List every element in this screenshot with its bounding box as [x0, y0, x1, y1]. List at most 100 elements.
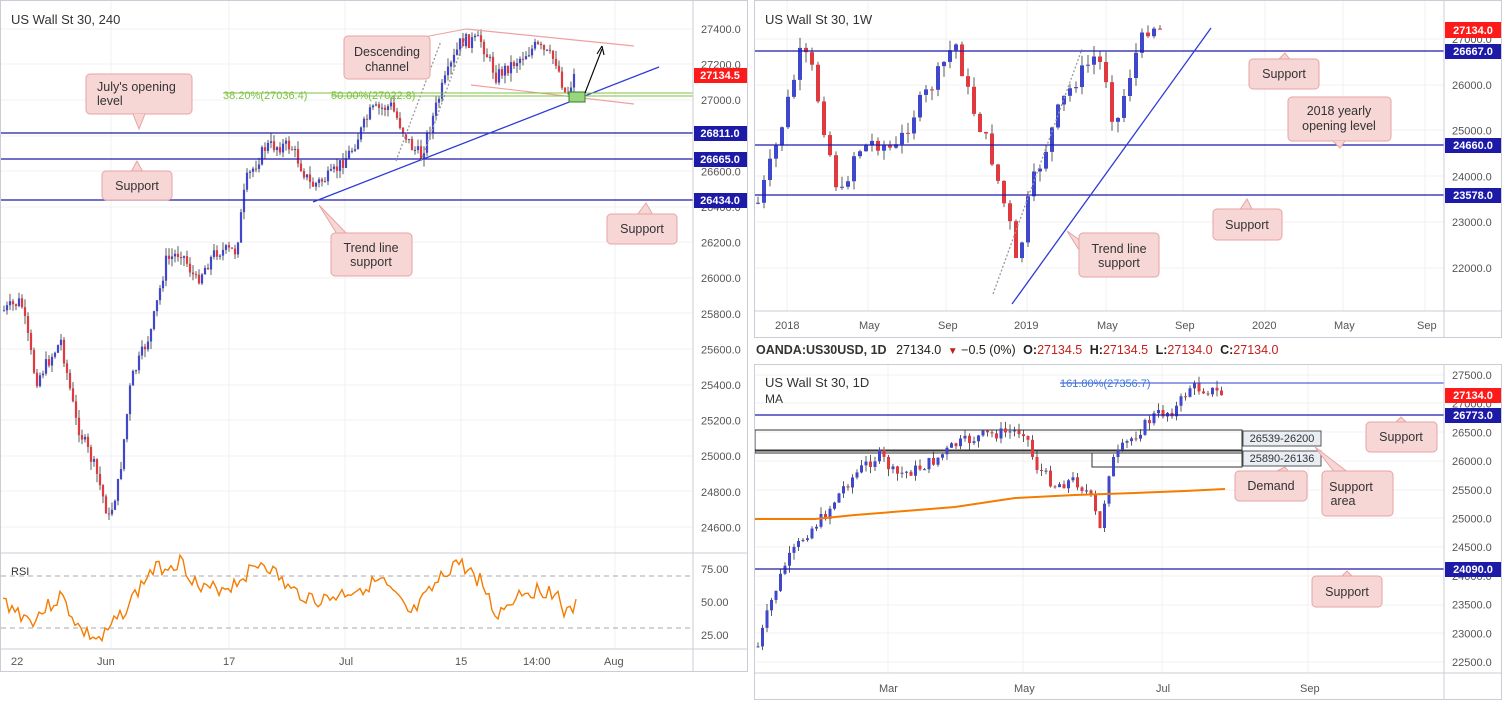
h4-candle: [455, 49, 459, 55]
weekly-candle: [1020, 242, 1024, 259]
h4-candle: [401, 127, 405, 134]
daily-candle: [1071, 477, 1075, 481]
daily-candle: [1085, 490, 1088, 492]
daily-candle: [887, 456, 890, 470]
weekly-trend-line[interactable]: [1011, 27, 1212, 305]
weekly-time-axis: 2018 May Sep 2019 May Sep 2020 May Sep: [775, 320, 1437, 332]
daily-candle: [900, 472, 904, 474]
svg-text:Support: Support: [1262, 67, 1306, 81]
daily-chart[interactable]: 161.80%(27356.7) 26539-26200 25890-26136…: [755, 365, 1501, 699]
down-triangle-icon: ▼: [947, 346, 958, 357]
weekly-candle: [972, 86, 976, 114]
daily-candle: [851, 477, 854, 488]
weekly-candle: [918, 94, 922, 118]
h4-channel-lower[interactable]: [470, 84, 635, 105]
h4-candle: [26, 316, 30, 334]
daily-candle: [1031, 439, 1034, 457]
daily-fib-161-label: 161.80%(27356.7): [1060, 378, 1151, 390]
h4-candle: [512, 62, 516, 67]
h4-candle: [71, 388, 75, 402]
weekly-candle: [1008, 203, 1012, 222]
h4-candle: [296, 148, 300, 164]
daily-current-price-badge: 27134.0: [1453, 390, 1493, 402]
svg-text:14:00: 14:00: [523, 656, 551, 668]
h4-chart-panel[interactable]: 38.20%(27036.4) 50.00%(27022.8) Descendi…: [0, 0, 748, 672]
h4-candle: [305, 174, 309, 178]
h4-price-tick: 24600.0: [701, 522, 741, 534]
h4-candle: [53, 352, 57, 357]
daily-candle: [837, 493, 841, 503]
h4-candle: [356, 139, 360, 150]
h4-candle: [245, 172, 249, 190]
daily-price-tick: 23500.0: [1452, 600, 1492, 612]
daily-candle: [1035, 456, 1039, 471]
h4-candle: [404, 133, 408, 140]
daily-candle: [1197, 383, 1201, 392]
h4-fib-382-label: 38.20%(27036.4): [223, 90, 307, 102]
high-value: 27134.5: [1102, 343, 1149, 357]
daily-candle: [779, 573, 782, 591]
daily-candle: [797, 541, 800, 547]
h4-candle: [134, 370, 138, 372]
daily-candle: [1004, 428, 1007, 433]
h4-candle: [464, 34, 468, 47]
svg-text:Mar: Mar: [879, 683, 898, 695]
h4-candle: [140, 346, 144, 356]
h4-candle: [173, 253, 177, 257]
h4-candle: [308, 174, 312, 182]
daily-callout-support-area: Support area: [1314, 446, 1394, 517]
h4-candle: [152, 311, 156, 330]
daily-candle: [1067, 480, 1070, 489]
daily-candle: [918, 465, 922, 470]
weekly-candle: [912, 117, 916, 134]
weekly-chart-panel[interactable]: Support 2018 yearly opening level Suppor…: [754, 0, 1502, 338]
demand-zone-box[interactable]: [1091, 452, 1243, 468]
h4-candle: [326, 170, 330, 182]
h4-candle: [503, 65, 507, 76]
svg-text:Sep: Sep: [1300, 683, 1320, 695]
h4-candle: [182, 256, 186, 258]
close-value: 27134.0: [1233, 343, 1279, 357]
h4-candle: [383, 107, 387, 110]
h4-candle: [44, 359, 48, 374]
h4-candle: [83, 436, 87, 440]
h4-candle: [533, 41, 537, 49]
zone-label-lower: 25890-26136: [1242, 450, 1322, 467]
daily-candle: [1215, 387, 1219, 391]
h4-candle: [515, 63, 519, 67]
demand-zone[interactable]: [755, 450, 1243, 454]
weekly-candle: [1110, 82, 1114, 122]
svg-text:channel: channel: [365, 60, 409, 74]
weekly-candle: [924, 89, 928, 95]
weekly-candle: [966, 76, 970, 87]
h4-candle: [32, 349, 36, 373]
h4-candle: [338, 160, 342, 171]
daily-candle: [1062, 484, 1066, 489]
h4-candle: [107, 513, 111, 515]
h4-trend-line[interactable]: [312, 66, 660, 203]
weekly-candle: [1104, 61, 1108, 83]
daily-candle: [873, 461, 877, 467]
daily-candle: [1121, 442, 1124, 450]
h4-candle: [416, 146, 420, 150]
support-area-zone[interactable]: [755, 429, 1243, 451]
h4-candle: [425, 132, 429, 153]
h4-candle: [458, 38, 462, 50]
weekly-candles: [756, 25, 1162, 263]
h4-chart[interactable]: 38.20%(27036.4) 50.00%(27022.8) Descendi…: [1, 1, 747, 671]
h4-channel-upper[interactable]: [465, 28, 635, 47]
weekly-candle: [756, 202, 760, 204]
h4-projection-arrow: [584, 48, 603, 94]
h4-price-tick: 26600.0: [701, 166, 741, 178]
daily-chart-panel[interactable]: 161.80%(27356.7) 26539-26200 25890-26136…: [754, 364, 1502, 700]
h4-candle: [479, 35, 483, 42]
h4-buy-zone[interactable]: [568, 91, 586, 103]
weekly-chart[interactable]: Support 2018 yearly opening level Suppor…: [755, 1, 1501, 337]
daily-candle: [1026, 436, 1030, 440]
weekly-candle: [990, 133, 994, 165]
h4-candle: [236, 242, 240, 255]
h4-candle: [374, 104, 378, 106]
h4-candle: [164, 255, 168, 281]
h4-candle: [80, 435, 84, 440]
h4-candle: [251, 168, 255, 172]
